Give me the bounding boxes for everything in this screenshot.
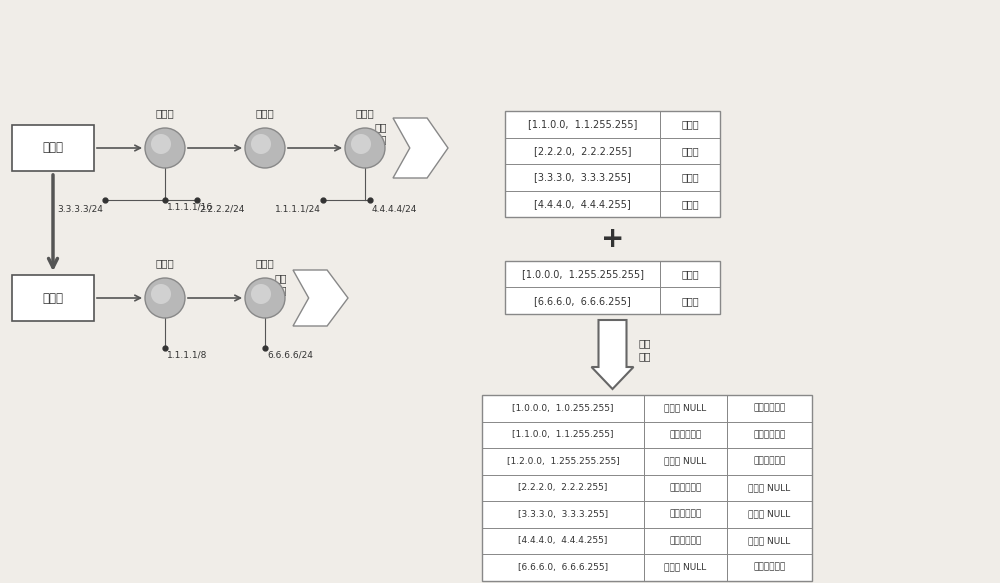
Text: 业务一策略三: 业务一策略三 [669, 536, 702, 545]
Text: [6.6.6.0,  6.6.6.255]: [6.6.6.0, 6.6.6.255] [518, 563, 608, 572]
Text: [2.2.2.0,  2.2.2.255]: [2.2.2.0, 2.2.2.255] [518, 483, 608, 492]
Text: 策略二: 策略二 [256, 258, 274, 268]
Text: 合并
排序: 合并 排序 [375, 122, 387, 144]
Text: [2.2.2.0,  2.2.2.255]: [2.2.2.0, 2.2.2.255] [534, 146, 631, 156]
Text: 业务一 NULL: 业务一 NULL [664, 563, 707, 572]
Circle shape [145, 278, 185, 318]
Text: 业务一策略一: 业务一策略一 [669, 510, 702, 519]
Text: 业务一策略一: 业务一策略一 [669, 483, 702, 492]
Text: 业务二 NULL: 业务二 NULL [748, 483, 791, 492]
FancyBboxPatch shape [12, 125, 94, 171]
Text: 策略一: 策略一 [156, 258, 174, 268]
Text: 策略三: 策略三 [681, 296, 699, 305]
Text: [6.6.6.0,  6.6.6.255]: [6.6.6.0, 6.6.6.255] [534, 296, 631, 305]
FancyBboxPatch shape [12, 275, 94, 321]
Text: 策略一: 策略一 [681, 172, 699, 182]
Text: 合并
排序: 合并 排序 [275, 273, 287, 295]
Text: 业务一 NULL: 业务一 NULL [664, 456, 707, 466]
Polygon shape [293, 270, 348, 326]
FancyBboxPatch shape [482, 395, 812, 581]
Text: 4.4.4.4/24: 4.4.4.4/24 [372, 204, 417, 213]
Circle shape [345, 128, 385, 168]
Text: 策略二: 策略二 [256, 108, 274, 118]
FancyBboxPatch shape [505, 111, 720, 217]
Circle shape [351, 134, 371, 154]
Polygon shape [592, 320, 634, 389]
Text: 策略三: 策略三 [681, 199, 699, 209]
Circle shape [251, 284, 271, 304]
Text: 1.1.1.1/16: 1.1.1.1/16 [167, 202, 213, 211]
Text: 业务二策略一: 业务二策略一 [753, 430, 786, 439]
Text: 1.1.1.1/8: 1.1.1.1/8 [167, 350, 207, 359]
Text: 业务二: 业务二 [42, 292, 64, 304]
Text: 策略一: 策略一 [681, 269, 699, 279]
Text: 业务一: 业务一 [42, 142, 64, 154]
Text: [1.1.0.0,  1.1.255.255]: [1.1.0.0, 1.1.255.255] [528, 120, 637, 129]
Text: 合并
排序: 合并 排序 [639, 338, 651, 361]
Text: [1.1.0.0,  1.1.255.255]: [1.1.0.0, 1.1.255.255] [512, 430, 614, 439]
Polygon shape [393, 118, 448, 178]
Circle shape [151, 134, 171, 154]
Text: [1.0.0.0,  1.255.255.255]: [1.0.0.0, 1.255.255.255] [522, 269, 644, 279]
Text: [1.0.0.0,  1.0.255.255]: [1.0.0.0, 1.0.255.255] [512, 404, 614, 413]
Text: 业务二策略一: 业务二策略一 [753, 404, 786, 413]
Text: 业务二策略一: 业务二策略一 [753, 456, 786, 466]
Text: [4.4.4.0,  4.4.4.255]: [4.4.4.0, 4.4.4.255] [518, 536, 608, 545]
Circle shape [151, 284, 171, 304]
Text: 业务一策略一: 业务一策略一 [669, 430, 702, 439]
FancyBboxPatch shape [505, 261, 720, 314]
Text: 策略三: 策略三 [356, 108, 374, 118]
Text: 6.6.6.6/24: 6.6.6.6/24 [267, 350, 313, 359]
Text: [3.3.3.0,  3.3.3.255]: [3.3.3.0, 3.3.3.255] [534, 172, 631, 182]
Text: [3.3.3.0,  3.3.3.255]: [3.3.3.0, 3.3.3.255] [518, 510, 608, 519]
Text: 业务一 NULL: 业务一 NULL [664, 404, 707, 413]
Text: 策略一: 策略一 [681, 120, 699, 129]
Text: [4.4.4.0,  4.4.4.255]: [4.4.4.0, 4.4.4.255] [534, 199, 631, 209]
Circle shape [145, 128, 185, 168]
Text: 业务二 NULL: 业务二 NULL [748, 510, 791, 519]
Text: 策略一: 策略一 [681, 146, 699, 156]
Text: [1.2.0.0,  1.255.255.255]: [1.2.0.0, 1.255.255.255] [507, 456, 619, 466]
Text: 1.1.1.1/24: 1.1.1.1/24 [275, 204, 321, 213]
Circle shape [251, 134, 271, 154]
Text: 业务二 NULL: 业务二 NULL [748, 536, 791, 545]
Text: 业务二策略三: 业务二策略三 [753, 563, 786, 572]
Text: 2.2.2.2/24: 2.2.2.2/24 [199, 204, 244, 213]
Circle shape [245, 128, 285, 168]
Text: 3.3.3.3/24: 3.3.3.3/24 [57, 204, 103, 213]
Text: 策略一: 策略一 [156, 108, 174, 118]
Text: +: + [601, 225, 624, 253]
Circle shape [245, 278, 285, 318]
